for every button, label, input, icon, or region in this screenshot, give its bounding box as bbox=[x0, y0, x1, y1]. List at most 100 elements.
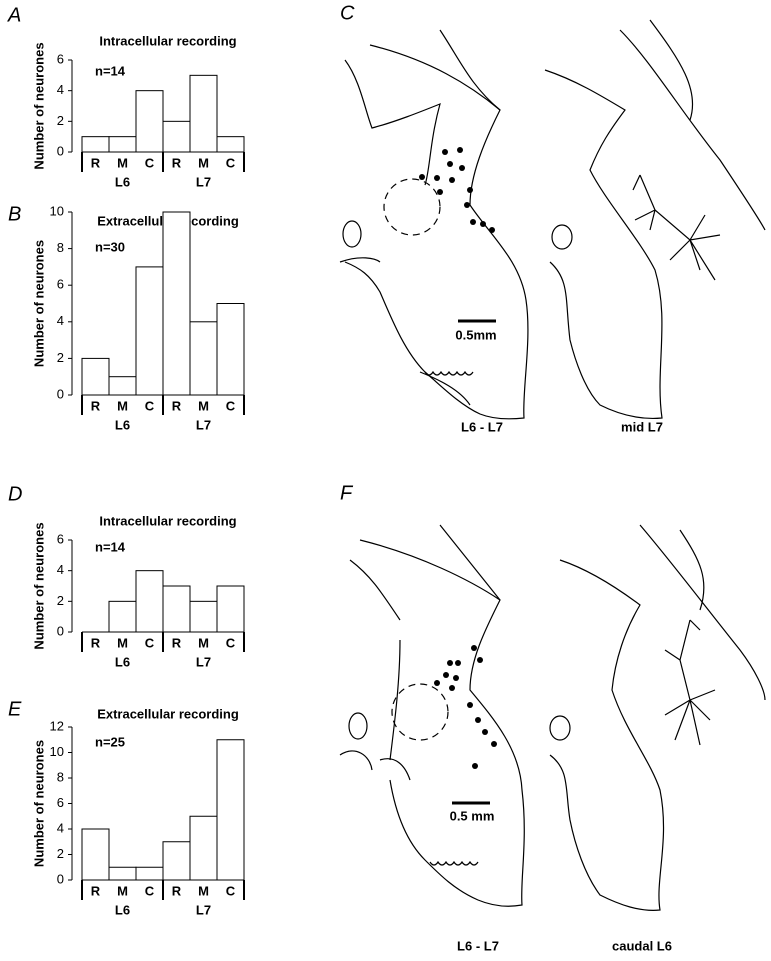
cell-dots bbox=[434, 645, 497, 769]
y-tick-label: 2 bbox=[57, 593, 64, 608]
bar bbox=[189, 321, 218, 396]
y-tick-label: 4 bbox=[57, 562, 64, 577]
neurone bbox=[632, 174, 721, 281]
bar bbox=[162, 211, 191, 396]
x-tick-label: M bbox=[117, 398, 128, 413]
canal bbox=[551, 224, 573, 250]
x-tick-label: M bbox=[198, 398, 209, 413]
bar bbox=[108, 136, 137, 153]
bar bbox=[81, 357, 110, 396]
x-tick-label: R bbox=[172, 883, 182, 898]
bar bbox=[135, 90, 164, 153]
bar bbox=[108, 376, 137, 396]
panel-letter: E bbox=[8, 698, 22, 720]
y-axis-label: Number of neurones bbox=[31, 740, 46, 867]
x-tick-label: M bbox=[117, 883, 128, 898]
panel-letter: F bbox=[340, 482, 354, 504]
y-tick-label: 4 bbox=[57, 820, 64, 835]
bar bbox=[81, 136, 110, 153]
annotation: n=14 bbox=[95, 63, 126, 78]
chart-title: Intracellular recording bbox=[99, 33, 236, 48]
x-tick-label: M bbox=[117, 155, 128, 170]
bar bbox=[108, 600, 137, 633]
dashed-circle bbox=[391, 683, 449, 741]
group-label: L7 bbox=[196, 902, 211, 917]
section-label: L6 - L7 bbox=[457, 938, 499, 953]
y-tick-label: 0 bbox=[57, 871, 64, 886]
x-tick-label: C bbox=[145, 155, 155, 170]
x-tick-label: C bbox=[145, 635, 155, 650]
x-tick-label: R bbox=[91, 155, 101, 170]
bar bbox=[81, 828, 110, 881]
y-tick-label: 6 bbox=[57, 51, 64, 66]
y-tick-label: 0 bbox=[57, 623, 64, 638]
x-tick-label: M bbox=[198, 155, 209, 170]
bar bbox=[162, 120, 191, 153]
group-label: L7 bbox=[196, 174, 211, 189]
bar bbox=[162, 585, 191, 633]
y-tick-label: 6 bbox=[57, 795, 64, 810]
y-tick-label: 0 bbox=[57, 143, 64, 158]
scale-label: 0.5mm bbox=[455, 327, 496, 342]
section-outline bbox=[639, 524, 766, 701]
bar bbox=[108, 866, 137, 881]
x-tick-label: R bbox=[91, 635, 101, 650]
y-tick-label: 2 bbox=[57, 846, 64, 861]
section-outline bbox=[544, 69, 663, 420]
canal bbox=[342, 220, 362, 248]
x-tick-label: R bbox=[91, 883, 101, 898]
x-tick-label: M bbox=[198, 635, 209, 650]
scalloped-edge bbox=[429, 860, 479, 866]
canal bbox=[348, 712, 368, 740]
group-label: L6 bbox=[115, 902, 130, 917]
group-label: L7 bbox=[196, 654, 211, 669]
bar bbox=[216, 303, 245, 396]
section-outline bbox=[339, 750, 411, 781]
bar bbox=[189, 815, 218, 881]
group-label: L6 bbox=[115, 417, 130, 432]
bar bbox=[216, 585, 245, 633]
bar bbox=[189, 600, 218, 633]
group-label: L6 bbox=[115, 174, 130, 189]
section-outline bbox=[359, 539, 525, 907]
x-tick-label: C bbox=[226, 635, 236, 650]
drawing-f: F 0.5 mm L6 - L7 caudal L6 bbox=[339, 482, 766, 953]
scalloped-edge bbox=[424, 370, 474, 376]
group-label: L6 bbox=[115, 654, 130, 669]
y-axis-label: Number of neurones bbox=[31, 522, 46, 649]
y-tick-label: 10 bbox=[50, 744, 64, 759]
y-tick-label: 6 bbox=[57, 277, 64, 292]
section-outline bbox=[619, 19, 766, 231]
bar bbox=[216, 136, 245, 153]
y-tick-label: 6 bbox=[57, 531, 64, 546]
scale-label: 0.5 mm bbox=[450, 808, 495, 823]
bar bbox=[162, 841, 191, 881]
section-outline bbox=[349, 524, 501, 761]
cell-dots bbox=[419, 147, 495, 233]
neurone bbox=[664, 619, 716, 746]
x-tick-label: R bbox=[172, 398, 182, 413]
section-outline bbox=[339, 257, 471, 406]
x-tick-label: R bbox=[172, 155, 182, 170]
y-tick-label: 8 bbox=[57, 769, 64, 784]
drawing-c: C 0.5mm L6 - L7 mid L7 bbox=[339, 2, 766, 434]
chart-title: Extracellular recording bbox=[97, 706, 239, 721]
group-label: L7 bbox=[196, 417, 211, 432]
x-tick-label: R bbox=[91, 398, 101, 413]
canal bbox=[549, 715, 571, 741]
y-tick-label: 2 bbox=[57, 113, 64, 128]
panel-letter: D bbox=[8, 483, 22, 505]
y-tick-label: 2 bbox=[57, 350, 64, 365]
x-tick-label: C bbox=[226, 883, 236, 898]
annotation: n=14 bbox=[95, 539, 126, 554]
annotation: n=30 bbox=[95, 239, 125, 254]
y-tick-label: 4 bbox=[57, 82, 64, 97]
bar bbox=[189, 74, 218, 153]
x-tick-label: C bbox=[226, 398, 236, 413]
section-outline bbox=[344, 44, 529, 420]
section-outline bbox=[344, 29, 501, 186]
section-label: L6 - L7 bbox=[461, 419, 503, 434]
section-outline bbox=[549, 559, 665, 911]
annotation: n=25 bbox=[95, 734, 125, 749]
